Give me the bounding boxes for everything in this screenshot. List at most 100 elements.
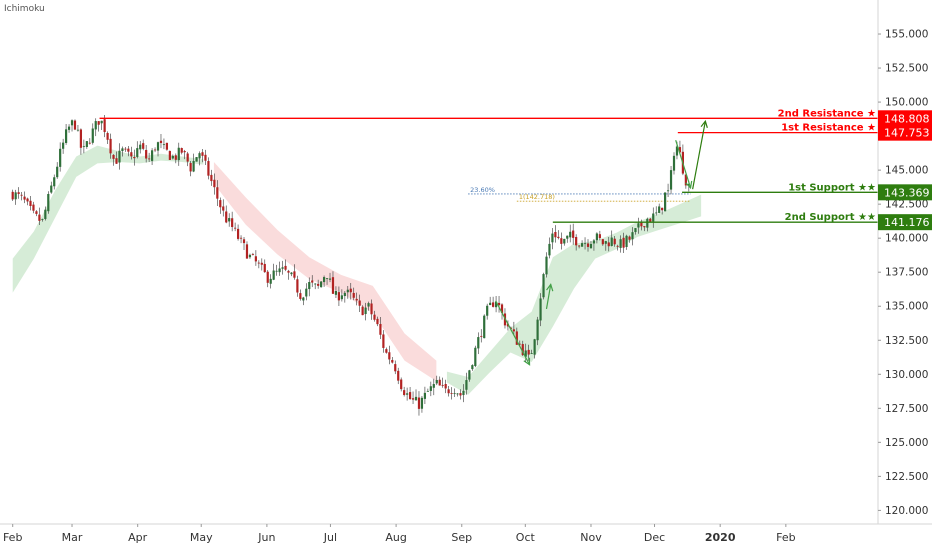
candle (669, 165, 673, 195)
price-axis-background (878, 0, 932, 550)
candle (376, 316, 379, 327)
candle (524, 343, 527, 363)
candle (548, 237, 551, 259)
candle (340, 289, 343, 302)
candle (456, 392, 459, 397)
candle (17, 187, 20, 199)
x-tick-label: Oct (516, 531, 536, 544)
candle (189, 160, 192, 177)
candle (435, 375, 438, 386)
candle (222, 199, 225, 217)
candle (195, 157, 198, 162)
candle (245, 241, 249, 259)
candle (480, 329, 483, 343)
indicator-label[interactable]: Ichimoku (4, 4, 45, 14)
candle (26, 197, 29, 206)
candle (610, 230, 613, 247)
candle (391, 356, 394, 364)
candle (79, 128, 83, 155)
level-3[interactable]: 2nd Support ★★ (552, 212, 878, 223)
level-1[interactable]: 1st Resistance ★ (677, 123, 878, 134)
candle (465, 372, 468, 395)
price-axis[interactable]: 120.000 122.500 125.000 127.500 130.000 132.5… (877, 0, 932, 550)
y-tick-label: 127.500 (885, 403, 928, 415)
candle (124, 146, 127, 152)
candle (370, 299, 373, 320)
candle (551, 228, 554, 250)
y-tick-label: 145.000 (885, 165, 928, 177)
candle (85, 140, 88, 149)
candle (53, 174, 56, 190)
candle (619, 235, 622, 253)
candle (88, 138, 91, 145)
time-axis[interactable]: Feb Mar Apr May Jun Jul Aug Sep Oct Nov Dec 2020 Feb (0, 523, 932, 550)
candle (450, 387, 453, 400)
candle (361, 305, 364, 316)
candle (94, 118, 97, 137)
candle (168, 150, 171, 161)
candle (403, 386, 406, 397)
candle (462, 384, 465, 403)
candle (82, 139, 85, 154)
candle (275, 264, 278, 276)
x-tick-label: May (190, 531, 213, 544)
candle (512, 321, 515, 336)
candle (278, 261, 281, 276)
candle (423, 386, 427, 405)
candle (397, 367, 400, 385)
candle (236, 224, 240, 241)
candle (35, 210, 38, 217)
candle (438, 376, 441, 386)
candle (601, 239, 604, 246)
candle (239, 235, 243, 244)
candle (625, 234, 628, 250)
candle (554, 225, 557, 243)
candle (305, 283, 308, 301)
candle (566, 235, 569, 243)
candle (32, 201, 35, 214)
candle (595, 232, 599, 244)
candle (47, 191, 50, 214)
candle (260, 258, 263, 271)
candle (159, 133, 163, 149)
candle (328, 272, 332, 283)
pattern-arrows (495, 119, 708, 366)
level-2[interactable]: 1st Support ★★ (682, 182, 878, 193)
candle (177, 142, 180, 166)
candle (572, 223, 575, 245)
candle (453, 388, 456, 397)
level-label: 1st Resistance ★ (781, 123, 876, 134)
candle (352, 287, 355, 301)
candle (343, 290, 346, 303)
candle (661, 207, 664, 215)
candle (527, 344, 530, 361)
candle (530, 349, 533, 355)
fib-label-1: 1(142.718) (519, 193, 555, 201)
candle (198, 151, 201, 166)
candle (367, 301, 370, 311)
candle (432, 378, 435, 396)
candle (115, 151, 118, 165)
candle (118, 143, 121, 170)
candle (293, 264, 296, 280)
candle (613, 235, 616, 247)
y-tick-label: 155.000 (885, 29, 928, 41)
candle (38, 207, 41, 225)
candle (494, 295, 498, 313)
candle (643, 226, 646, 232)
candle (616, 244, 619, 251)
candle (171, 154, 174, 160)
candle (592, 238, 596, 251)
candle (486, 303, 489, 320)
candle (50, 181, 53, 194)
candle (414, 389, 418, 401)
level-0[interactable]: 2nd Resistance ★ (99, 108, 878, 119)
candle (296, 275, 299, 297)
price-badge-3: 141.176 (878, 214, 932, 231)
candle (417, 391, 421, 416)
price-badge-0: 148.808 (878, 110, 932, 127)
support-resistance-levels[interactable]: 2nd Resistance ★ 1st Resistance ★ 1st Supp… (99, 108, 878, 223)
candle (655, 206, 658, 216)
ichimoku-cloud (12, 145, 702, 395)
